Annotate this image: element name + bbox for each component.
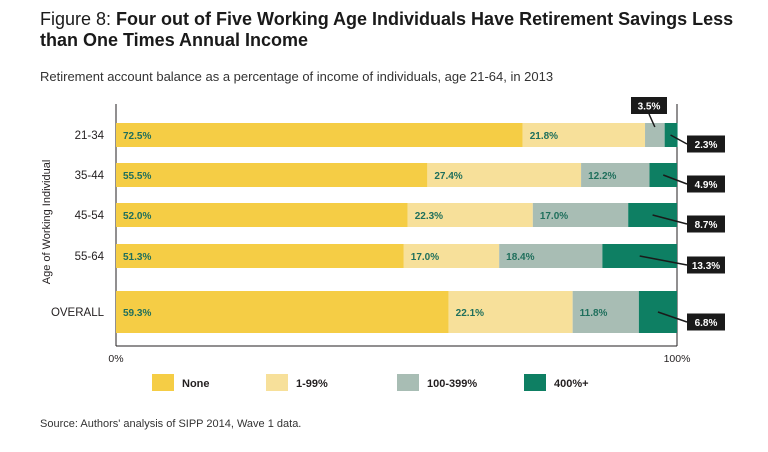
bar-segment — [448, 291, 573, 333]
callout-leader — [652, 214, 688, 225]
bar-segment — [572, 291, 639, 333]
callout-box — [687, 175, 725, 193]
callout-label: 8.7% — [695, 220, 718, 231]
callout-leader — [657, 311, 688, 323]
legend-swatch — [397, 374, 419, 391]
data-label: 27.4% — [434, 171, 462, 182]
callout-leader — [648, 113, 656, 128]
figure-label: Figure 8: — [40, 9, 117, 29]
data-label: 21.8% — [530, 131, 558, 142]
callout-leader — [662, 174, 688, 185]
callout-box — [631, 97, 667, 114]
x-tick-label: 0% — [108, 353, 123, 365]
callout-label: 3.5% — [638, 102, 661, 113]
callout-label: 6.8% — [695, 318, 718, 329]
bar-segment — [522, 123, 646, 147]
legend-label: 400%+ — [554, 378, 589, 390]
bar-segment — [116, 203, 408, 227]
callout-box — [687, 256, 725, 274]
data-label: 59.3% — [123, 308, 151, 319]
bar-segment — [532, 203, 629, 227]
category-label: 45-54 — [75, 210, 105, 222]
bar-segment — [499, 244, 603, 268]
bar-segment — [645, 123, 665, 147]
category-label: 21-34 — [75, 130, 105, 142]
category-label: OVERALL — [51, 307, 105, 319]
data-label: 22.3% — [415, 211, 443, 222]
chart-subtitle: Retirement account balance as a percenta… — [40, 69, 554, 84]
source-note: Source: Authors' analysis of SIPP 2014, … — [40, 418, 302, 430]
data-label: 12.2% — [588, 171, 616, 182]
callout-box — [687, 313, 725, 331]
y-axis-title: Age of Working Individual — [41, 160, 53, 285]
callout-box — [687, 135, 725, 153]
category-label: 55-64 — [75, 251, 105, 263]
data-label: 51.3% — [123, 252, 151, 263]
chart-title: Figure 8: Four out of Five Working Age I… — [40, 9, 740, 51]
data-label: 18.4% — [506, 252, 534, 263]
legend-label: 100-399% — [427, 378, 477, 390]
data-label: 17.0% — [540, 211, 568, 222]
bar-segment — [116, 244, 404, 268]
callout-label: 2.3% — [695, 140, 718, 151]
data-label: 52.0% — [123, 211, 151, 222]
legend-swatch — [152, 374, 174, 391]
legend-label: 1-99% — [296, 378, 328, 390]
bar-segment — [407, 203, 533, 227]
bar-segment — [403, 244, 500, 268]
callout-leader — [670, 134, 688, 145]
legend-swatch — [524, 374, 546, 391]
bar-segment — [116, 163, 428, 187]
bar-segment — [581, 163, 650, 187]
callout-label: 13.3% — [692, 261, 720, 272]
legend-swatch — [266, 374, 288, 391]
data-label: 17.0% — [411, 252, 439, 263]
category-label: 35-44 — [75, 170, 105, 182]
data-label: 11.8% — [580, 308, 608, 319]
callout-leader — [639, 255, 688, 266]
bar-segment — [427, 163, 582, 187]
data-label: 72.5% — [123, 131, 151, 142]
data-label: 22.1% — [456, 308, 484, 319]
figure-title: Four out of Five Working Age Individuals… — [40, 9, 734, 50]
legend-label: None — [182, 378, 210, 390]
data-label: 55.5% — [123, 171, 151, 182]
x-tick-label: 100% — [664, 353, 691, 365]
bar-segment — [116, 291, 449, 333]
bar-segment — [116, 123, 523, 147]
callout-label: 4.9% — [695, 180, 718, 191]
callout-box — [687, 215, 725, 233]
